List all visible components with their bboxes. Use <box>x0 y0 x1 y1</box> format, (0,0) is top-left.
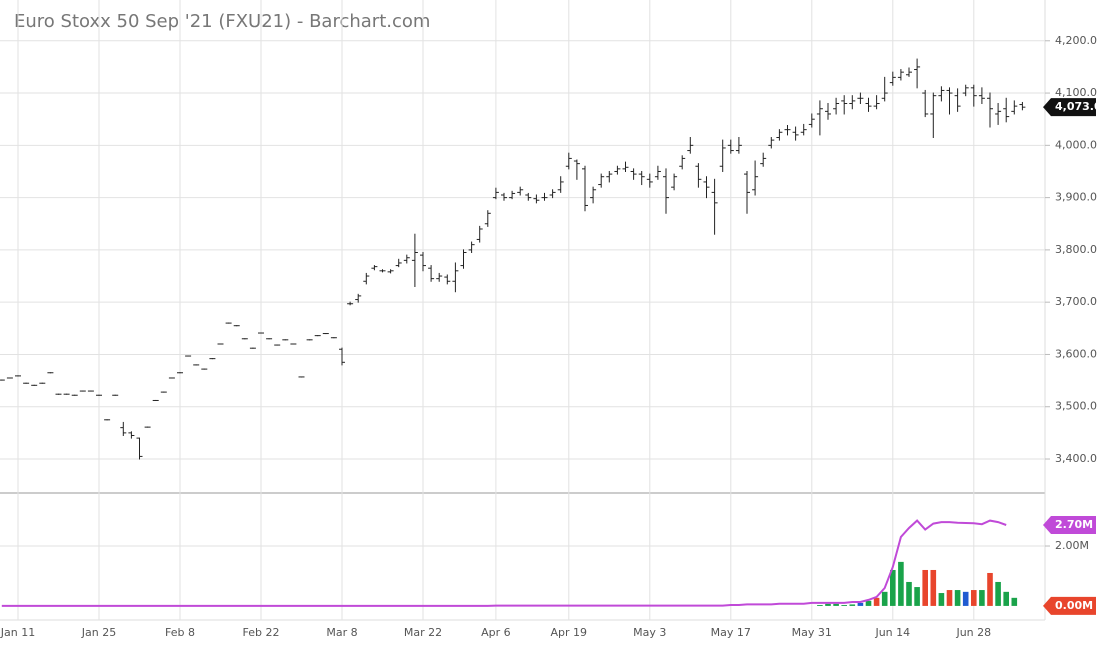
chart-title: Euro Stoxx 50 Sep '21 (FXU21) - Barchart… <box>14 11 430 32</box>
volume-bar <box>1003 591 1009 606</box>
x-tick-label: Jun 28 <box>955 626 991 639</box>
volume-bar <box>881 591 888 606</box>
y-tick-label: 4,200.0 <box>1055 34 1097 47</box>
volume-bar <box>979 590 985 606</box>
y-tick-label: 4,100.0 <box>1055 86 1097 99</box>
y-tick-label: 3,700.0 <box>1055 295 1097 308</box>
volume-bar <box>841 605 847 606</box>
y-tick-label: 3,800.0 <box>1055 243 1097 256</box>
x-tick-label: Mar 8 <box>326 626 357 639</box>
volume-bar <box>971 590 977 606</box>
y-tick-label: 2.00M <box>1055 539 1089 552</box>
volume-bar <box>825 603 831 606</box>
y-tick-label: 4,000.0 <box>1055 138 1097 151</box>
volume-bar <box>833 603 839 606</box>
x-tick-label: Feb 22 <box>243 626 280 639</box>
x-tick-label: May 3 <box>633 626 666 639</box>
volume-bar <box>930 569 937 606</box>
volume-bar <box>849 604 856 606</box>
x-tick-label: Apr 19 <box>551 626 588 639</box>
x-tick-label: May 17 <box>711 626 751 639</box>
volume-bar <box>857 602 864 606</box>
volume-bar <box>954 590 961 606</box>
x-tick-label: Feb 8 <box>165 626 195 639</box>
volume-bar <box>890 569 896 606</box>
volume-bar <box>1011 597 1018 606</box>
x-tick-label: Jun 14 <box>874 626 910 639</box>
x-tick-label: Jan 11 <box>0 626 35 639</box>
x-tick-label: May 31 <box>792 626 832 639</box>
volume-bar <box>962 591 969 606</box>
x-tick-label: Apr 6 <box>481 626 511 639</box>
y-tick-label: 3,600.0 <box>1055 347 1097 360</box>
y-tick-label: 3,900.0 <box>1055 191 1097 204</box>
volume-bar <box>922 569 928 606</box>
last-volume-label: 0.00M <box>1055 599 1093 612</box>
volume-bar <box>995 581 1001 606</box>
last-price-label: 4,073.0 <box>1055 100 1099 113</box>
volume-bar <box>865 600 872 606</box>
volume-bar <box>906 581 912 606</box>
y-tick-label: 3,500.0 <box>1055 400 1097 413</box>
y-tick-label: 3,400.0 <box>1055 452 1097 465</box>
last-price-badge <box>1043 98 1096 117</box>
x-tick-label: Jan 25 <box>81 626 116 639</box>
open-interest-label: 2.70M <box>1055 518 1093 531</box>
volume-bar <box>817 605 823 606</box>
volume-bar <box>938 593 945 606</box>
volume-bar <box>873 597 880 606</box>
open-interest-badge <box>1043 516 1096 535</box>
volume-bar <box>898 561 904 606</box>
volume-bar <box>946 590 953 606</box>
last-volume-badge <box>1043 596 1096 615</box>
open-interest-line <box>1 519 1007 607</box>
volume-bar <box>987 572 993 606</box>
volume-bar <box>914 587 920 606</box>
x-tick-label: Mar 22 <box>404 626 442 639</box>
